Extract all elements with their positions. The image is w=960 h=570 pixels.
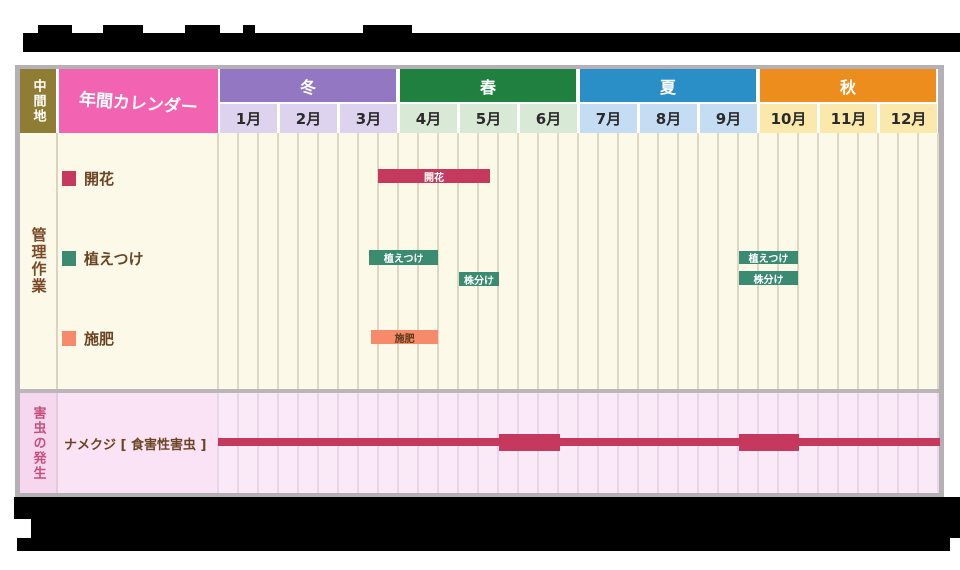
kaika-swatch <box>62 170 76 186</box>
gridline <box>317 133 319 389</box>
season-header-3: 夏 <box>580 69 756 102</box>
season-header-4: 秋 <box>760 69 936 102</box>
pest-chart <box>217 393 940 493</box>
gridline <box>617 133 619 389</box>
gridline <box>517 133 519 389</box>
bar-kabuwake-spring: 株分け <box>459 272 499 286</box>
season-header-2: 春 <box>400 69 576 102</box>
pest-section: 害虫の発生 ナメクジ [ 食害性害虫 ] <box>20 393 940 493</box>
month-header-12: 12月 <box>880 104 937 133</box>
management-row-label-cell: 管理作業 <box>20 133 58 389</box>
bar-kabuwake-autumn: 株分け <box>738 271 799 285</box>
legend-label-uetsuke: 植えつけ <box>84 249 144 268</box>
bar-kaika: 開花 <box>378 169 490 183</box>
redacted-footer-line-1 <box>14 497 960 519</box>
redacted-footer-line-3 <box>17 538 950 551</box>
gridline <box>577 133 579 389</box>
gridline <box>817 133 819 389</box>
legend-label-sehi: 施肥 <box>84 329 115 348</box>
month-header-10: 10月 <box>760 104 817 133</box>
pest-row-label: 害虫の発生 <box>30 405 46 481</box>
month-header-8: 8月 <box>640 104 697 133</box>
bar-uetsuke-spring: 植えつけ <box>369 250 439 265</box>
month-header-4: 4月 <box>400 104 457 133</box>
management-chart: 開花植えつけ株分け 植えつけ株分け施肥 <box>217 133 939 389</box>
month-header-row: 1月 2月 3月 4月 5月 6月 7月 8月 9月 10月 11月 12月 <box>218 104 938 133</box>
month-header-11: 11月 <box>820 104 877 133</box>
bar-uetsuke-autumn: 植えつけ <box>738 251 799 264</box>
bar-sehi: 施肥 <box>371 330 439 344</box>
gridline <box>877 133 879 389</box>
gridline <box>697 133 699 389</box>
pest-item-cell: ナメクジ [ 食害性害虫 ] <box>58 393 218 493</box>
sehi-swatch <box>62 330 76 346</box>
management-legend: 開花 植えつけ 施肥 <box>62 133 216 389</box>
annual-calendar-table: 中間地 年間カレンダー 冬春夏秋 1月 2月 3月 4月 5月 6月 7月 8月 9月 10月 11… <box>15 65 944 497</box>
gridline <box>677 133 679 389</box>
gridline <box>277 133 279 389</box>
gridline <box>357 133 359 389</box>
calendar-title-cell: 年間カレンダー <box>59 69 218 133</box>
gridline <box>497 133 499 389</box>
month-header-1: 1月 <box>220 104 277 133</box>
pest-peak-segment-1 <box>498 434 560 451</box>
legend-item-kaika: 開花 <box>62 169 115 188</box>
gridline <box>257 133 259 389</box>
gridline <box>637 133 639 389</box>
gridline <box>917 133 919 389</box>
season-header-1: 冬 <box>220 69 396 102</box>
gridline <box>537 133 539 389</box>
pest-row-label-cell: 害虫の発生 <box>20 393 58 493</box>
pest-occurrence-line <box>218 438 940 446</box>
management-section: 管理作業 開花植えつけ施肥 開花植えつけ株分け 植えつけ株分け施肥 <box>20 133 939 389</box>
table-inner: 中間地 年間カレンダー 冬春夏秋 1月 2月 3月 4月 5月 6月 7月 8月 9月 10月 11… <box>20 69 940 493</box>
month-header-9: 9月 <box>700 104 757 133</box>
gridline <box>237 133 239 389</box>
calendar-title: 年間カレンダー <box>78 89 199 118</box>
month-header-7: 7月 <box>580 104 637 133</box>
gridline <box>657 133 659 389</box>
region-label: 中間地 <box>30 78 46 124</box>
gridline <box>897 133 899 389</box>
legend-item-uetsuke: 植えつけ <box>62 249 144 268</box>
gridline <box>337 133 339 389</box>
gridline <box>937 133 939 389</box>
month-header-3: 3月 <box>340 104 397 133</box>
gridline <box>217 133 219 389</box>
gridline <box>837 133 839 389</box>
redacted-footer-line-2 <box>31 519 960 538</box>
section-separator <box>20 389 938 393</box>
gridline <box>457 133 459 389</box>
gridline <box>857 133 859 389</box>
management-row-label: 管理作業 <box>29 227 48 295</box>
pest-peak-segment-2 <box>738 434 799 451</box>
gridline <box>297 133 299 389</box>
gridline <box>737 133 739 389</box>
gridline <box>597 133 599 389</box>
month-header-6: 6月 <box>520 104 577 133</box>
gridline <box>477 133 479 389</box>
month-header-5: 5月 <box>460 104 517 133</box>
pest-item-label: ナメクジ [ 食害性害虫 ] <box>64 437 207 453</box>
month-header-2: 2月 <box>280 104 337 133</box>
legend-item-sehi: 施肥 <box>62 329 115 348</box>
gridline <box>557 133 559 389</box>
redacted-title-bar <box>23 25 960 52</box>
uetsuke-swatch <box>62 250 76 266</box>
season-header-row: 冬春夏秋 <box>218 69 938 102</box>
gridline <box>717 133 719 389</box>
legend-label-kaika: 開花 <box>84 169 115 188</box>
region-header-cell: 中間地 <box>20 69 56 133</box>
